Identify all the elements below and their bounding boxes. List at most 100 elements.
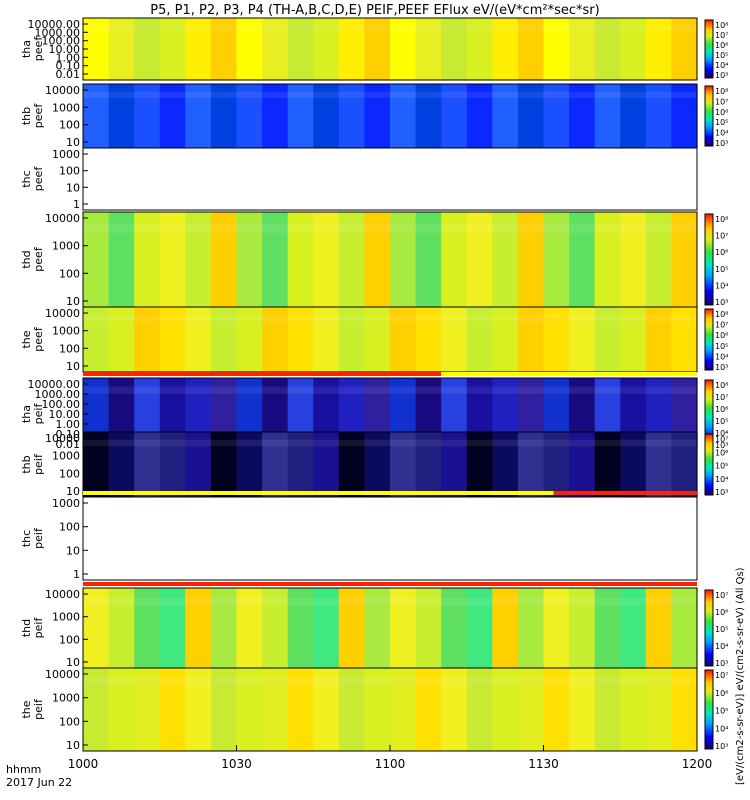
colorbar-tick-label: 10⁸ (715, 87, 728, 96)
heatmap-cell (441, 432, 468, 497)
heatmap-cell (415, 148, 442, 210)
heatmap-cell (492, 668, 519, 751)
heatmap-cell (108, 84, 135, 148)
colorbar-tick-label: 10⁴ (715, 642, 728, 651)
heatmap-cell (262, 307, 289, 372)
y-axis-label-quantity: peef (32, 246, 45, 272)
heatmap-cell (594, 148, 621, 210)
heatmap-cell (338, 432, 365, 497)
heatmap-cell (492, 212, 519, 307)
quality-flag-bar (83, 372, 442, 376)
heatmap-cell (671, 148, 698, 210)
heatmap-cell (210, 668, 238, 751)
heatmap-cell (134, 148, 161, 210)
colorbar-tick-label: 10⁴ (715, 129, 728, 138)
y-axis-label-quantity: peef (32, 36, 45, 62)
heatmap-cell (210, 432, 238, 497)
heatmap-cell (185, 432, 212, 497)
heatmap-cell (645, 307, 672, 372)
heatmap-cell (108, 588, 135, 668)
y-tick-label: 10 (66, 656, 80, 669)
x-tick-label: 1130 (528, 757, 559, 771)
heatmap-cell (517, 497, 545, 580)
heatmap-band (83, 314, 697, 322)
heatmap-cell (441, 148, 468, 210)
heatmap-cell (441, 497, 468, 580)
heatmap-cell (517, 307, 545, 372)
heatmap-cell (466, 18, 493, 80)
heatmap-cell (210, 212, 238, 307)
heatmap-cell (338, 497, 365, 580)
colorbar-tick-label: 10³ (715, 441, 728, 450)
heatmap-cell (390, 432, 417, 497)
heatmap-cell (83, 432, 110, 497)
y-tick-label: 10 (66, 295, 80, 308)
colorbar (704, 213, 714, 306)
heatmap-cell (236, 668, 263, 751)
heatmap-cell (645, 18, 672, 80)
heatmap-cell (415, 432, 442, 497)
colorbar-tick-label: 10⁵ (715, 265, 728, 274)
y-tick-label: 100 (59, 119, 80, 132)
colorbar-tick-label: 10⁴ (715, 281, 728, 290)
heatmap-cell (262, 18, 289, 80)
heatmap-cell (185, 148, 212, 210)
heatmap-cell (671, 212, 698, 307)
x-tick-label: 1030 (221, 757, 252, 771)
heatmap-cell (338, 212, 365, 307)
heatmap-cell (492, 588, 519, 668)
heatmap-cell (83, 668, 110, 751)
panels: 10000.001000.00100.0010.001.000.100.01th… (20, 17, 728, 752)
colorbar-tick-label: 10⁶ (715, 608, 728, 617)
heatmap-cell (134, 18, 161, 80)
heatmap-cell (210, 497, 238, 580)
heatmap-cell (466, 212, 493, 307)
heatmap-cell (620, 212, 647, 307)
heatmap-cell (159, 668, 186, 751)
time-axis-label-date: 2017 Jun 22 (6, 776, 72, 789)
heatmap-cell (466, 84, 493, 148)
heatmap-cell (390, 18, 417, 80)
y-tick-label: 10000 (45, 84, 80, 97)
heatmap-cell (645, 148, 672, 210)
heatmap-band (83, 678, 697, 687)
heatmap-cell (134, 588, 161, 668)
y-axis-label-probe: thb (20, 107, 33, 125)
y-tick-label: 10000.00 (28, 378, 81, 391)
heatmap-cell (492, 497, 519, 580)
y-tick-label: 100.00 (42, 35, 81, 48)
heatmap-cell (415, 212, 442, 307)
heatmap-cell (364, 307, 391, 372)
heatmap-cell (210, 18, 238, 80)
heatmap-cell (620, 148, 647, 210)
y-tick-label: 0.10 (56, 428, 81, 441)
quality-flag-bar (83, 491, 554, 495)
heatmap-cell (569, 212, 596, 307)
y-tick-label: 100 (59, 521, 80, 534)
heatmap-cell (159, 148, 186, 210)
colorbar-tick-label: 10⁸ (715, 310, 728, 319)
colorbar-tick-label: 10⁴ (715, 724, 728, 733)
y-axis-label-probe: thd (20, 619, 33, 637)
heatmap-cell (569, 668, 596, 751)
heatmap-cell (159, 18, 186, 80)
colorbar-tick-label: 10⁵ (715, 707, 728, 716)
heatmap-cell (543, 18, 570, 80)
y-tick-label: 100 (59, 165, 80, 178)
colorbar-tick-label: 10⁶ (715, 405, 728, 414)
y-tick-label: 0.01 (56, 438, 81, 451)
heatmap-cell (543, 307, 570, 372)
heatmap-cell (338, 18, 365, 80)
colorbar-tick-label: 10³ (715, 742, 728, 751)
colorbar-tick-label: 10⁵ (715, 625, 728, 634)
heatmap-cell (287, 588, 314, 668)
heatmap-cell (415, 307, 442, 372)
heatmap-cell (594, 588, 621, 668)
y-tick-label: 10 (66, 360, 80, 373)
heatmap-cell (492, 84, 519, 148)
heatmap-cell (108, 497, 135, 580)
heatmap-cell (262, 588, 289, 668)
heatmap-cell (441, 84, 468, 148)
heatmap-cell (441, 668, 468, 751)
heatmap-cell (594, 212, 621, 307)
